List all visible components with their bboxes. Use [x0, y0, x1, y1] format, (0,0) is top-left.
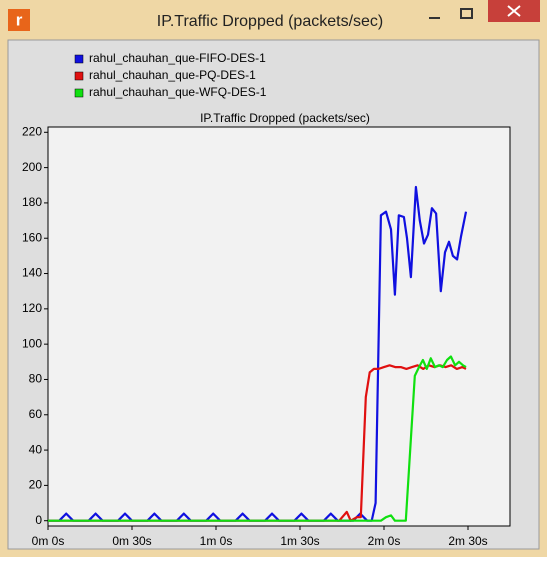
- y-tick-label: 20: [29, 478, 43, 492]
- series-line: [48, 364, 467, 522]
- y-tick-label: 100: [22, 336, 42, 350]
- y-tick-label: 160: [22, 230, 42, 244]
- x-tick-label: 1m 30s: [280, 534, 319, 548]
- close-glyph: [507, 5, 521, 17]
- x-tick-label: 1m 0s: [200, 534, 233, 548]
- legend-label: rahul_chauhan_que-PQ-DES-1: [89, 68, 256, 82]
- x-tick-label: 2m 0s: [368, 534, 401, 548]
- maximize-button[interactable]: [460, 8, 473, 19]
- plot-area: [47, 126, 511, 527]
- y-tick-label: 0: [35, 513, 42, 527]
- y-tick-label: 200: [22, 160, 42, 174]
- y-tick-label: 120: [22, 301, 42, 315]
- legend-label: rahul_chauhan_que-FIFO-DES-1: [89, 51, 266, 65]
- y-tick-label: 180: [22, 195, 42, 209]
- y-tick-label: 220: [22, 124, 42, 138]
- y-tick-label: 40: [29, 442, 43, 456]
- legend-swatch: [74, 71, 84, 81]
- y-tick-label: 140: [22, 266, 42, 280]
- app-icon: [8, 9, 30, 31]
- chart-title: IP.Traffic Dropped (packets/sec): [200, 111, 370, 125]
- legend-swatch: [74, 88, 84, 98]
- x-tick-label: 2m 30s: [448, 534, 487, 548]
- y-tick-label: 80: [29, 372, 43, 386]
- x-tick-label: 0m 0s: [32, 534, 65, 548]
- legend-label: rahul_chauhan_que-WFQ-DES-1: [89, 85, 267, 99]
- legend-swatch: [74, 54, 84, 64]
- y-tick-label: 60: [29, 407, 43, 421]
- series-line: [48, 355, 467, 522]
- x-tick-label: 0m 30s: [112, 534, 151, 548]
- app-icon-letter: r: [16, 10, 23, 29]
- window-title: IP.Traffic Dropped (packets/sec): [157, 13, 383, 30]
